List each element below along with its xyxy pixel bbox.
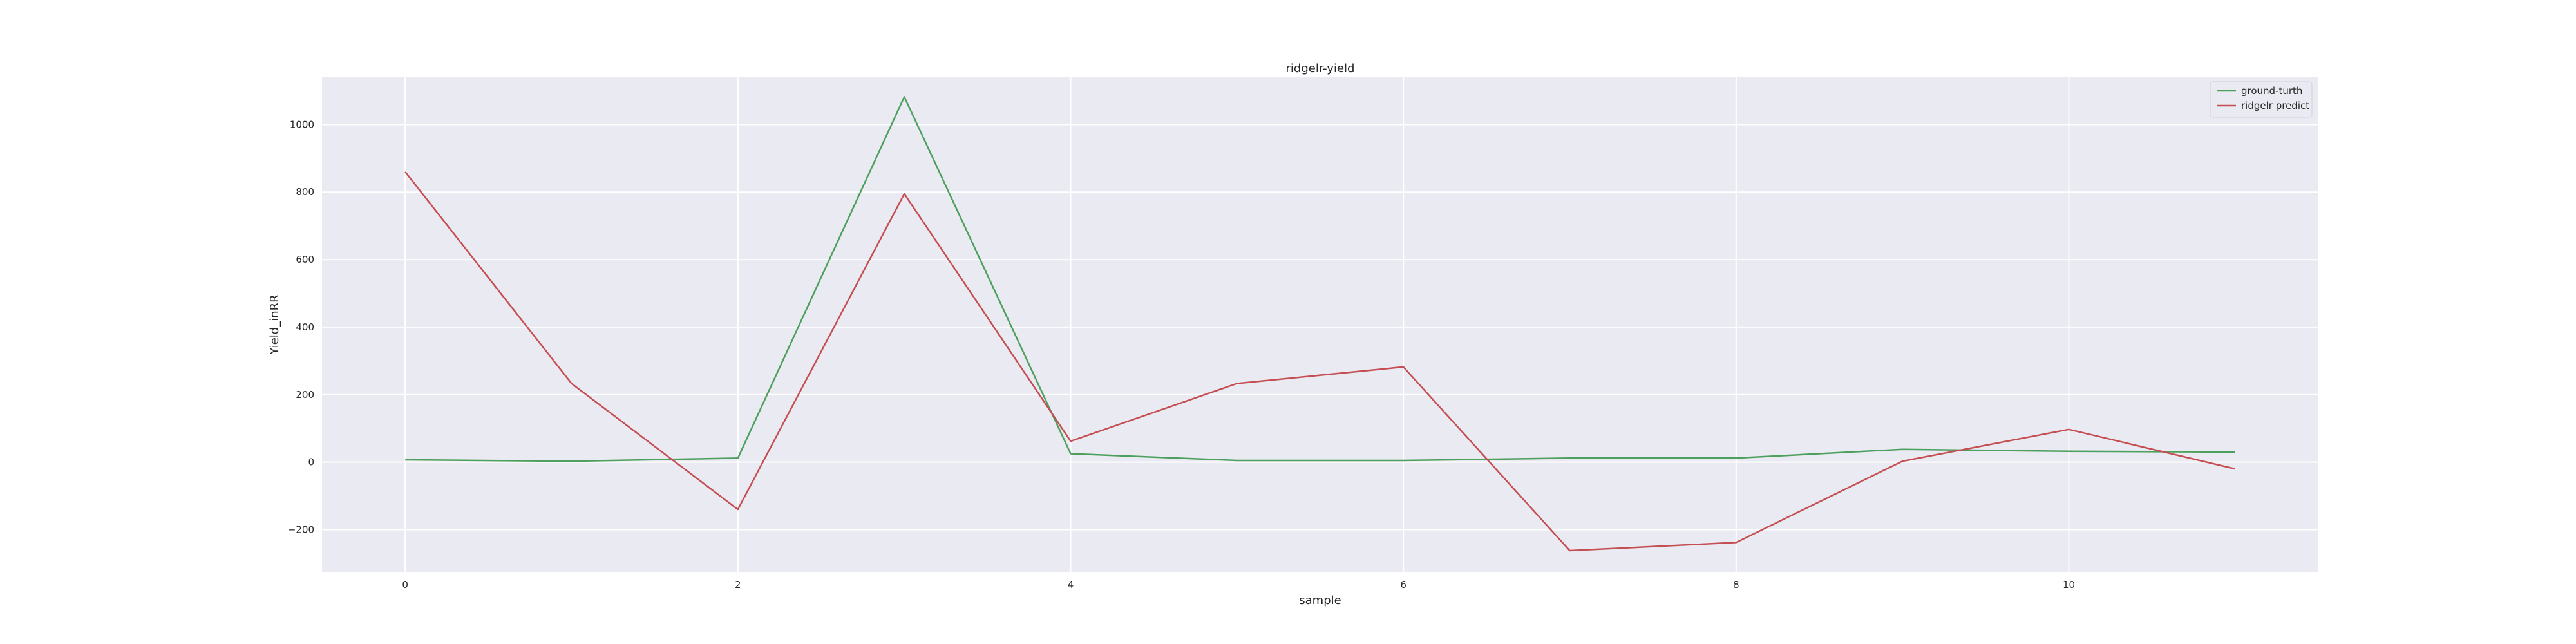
x-tick-label: 4 <box>1068 579 1074 591</box>
y-tick-label: −200 <box>288 524 314 535</box>
x-tick-label: 8 <box>1733 579 1739 591</box>
x-tick-label: 2 <box>735 579 741 591</box>
y-tick-label: 400 <box>296 321 314 333</box>
series-line-ridgelr-predict <box>404 171 2236 552</box>
y-tick-label: 0 <box>308 457 314 468</box>
series-lines <box>404 96 2236 552</box>
series-line-ground-truth <box>405 96 2235 462</box>
grid <box>322 77 2318 572</box>
y-axis-label: Yield_inRR <box>268 294 281 355</box>
x-axis-ticks: 0 2 4 6 8 10 <box>402 579 2075 591</box>
plot-area <box>322 77 2318 572</box>
x-tick-label: 6 <box>1400 579 1406 591</box>
legend: ground-turth ridgelr predict <box>2210 81 2313 118</box>
legend-label: ground-turth <box>2241 85 2302 97</box>
y-tick-label: 600 <box>296 254 314 265</box>
x-axis-label: sample <box>1299 594 1341 607</box>
y-axis-ticks: −200 0 200 400 600 800 1000 <box>288 118 314 535</box>
y-tick-label: 800 <box>296 186 314 198</box>
y-tick-label: 200 <box>296 389 314 401</box>
legend-label: ridgelr predict <box>2241 100 2309 111</box>
x-tick-label: 10 <box>2063 579 2075 591</box>
chart-title: ridgelr-yield <box>1286 62 1355 75</box>
x-tick-label: 0 <box>402 579 408 591</box>
y-tick-label: 1000 <box>290 118 314 130</box>
